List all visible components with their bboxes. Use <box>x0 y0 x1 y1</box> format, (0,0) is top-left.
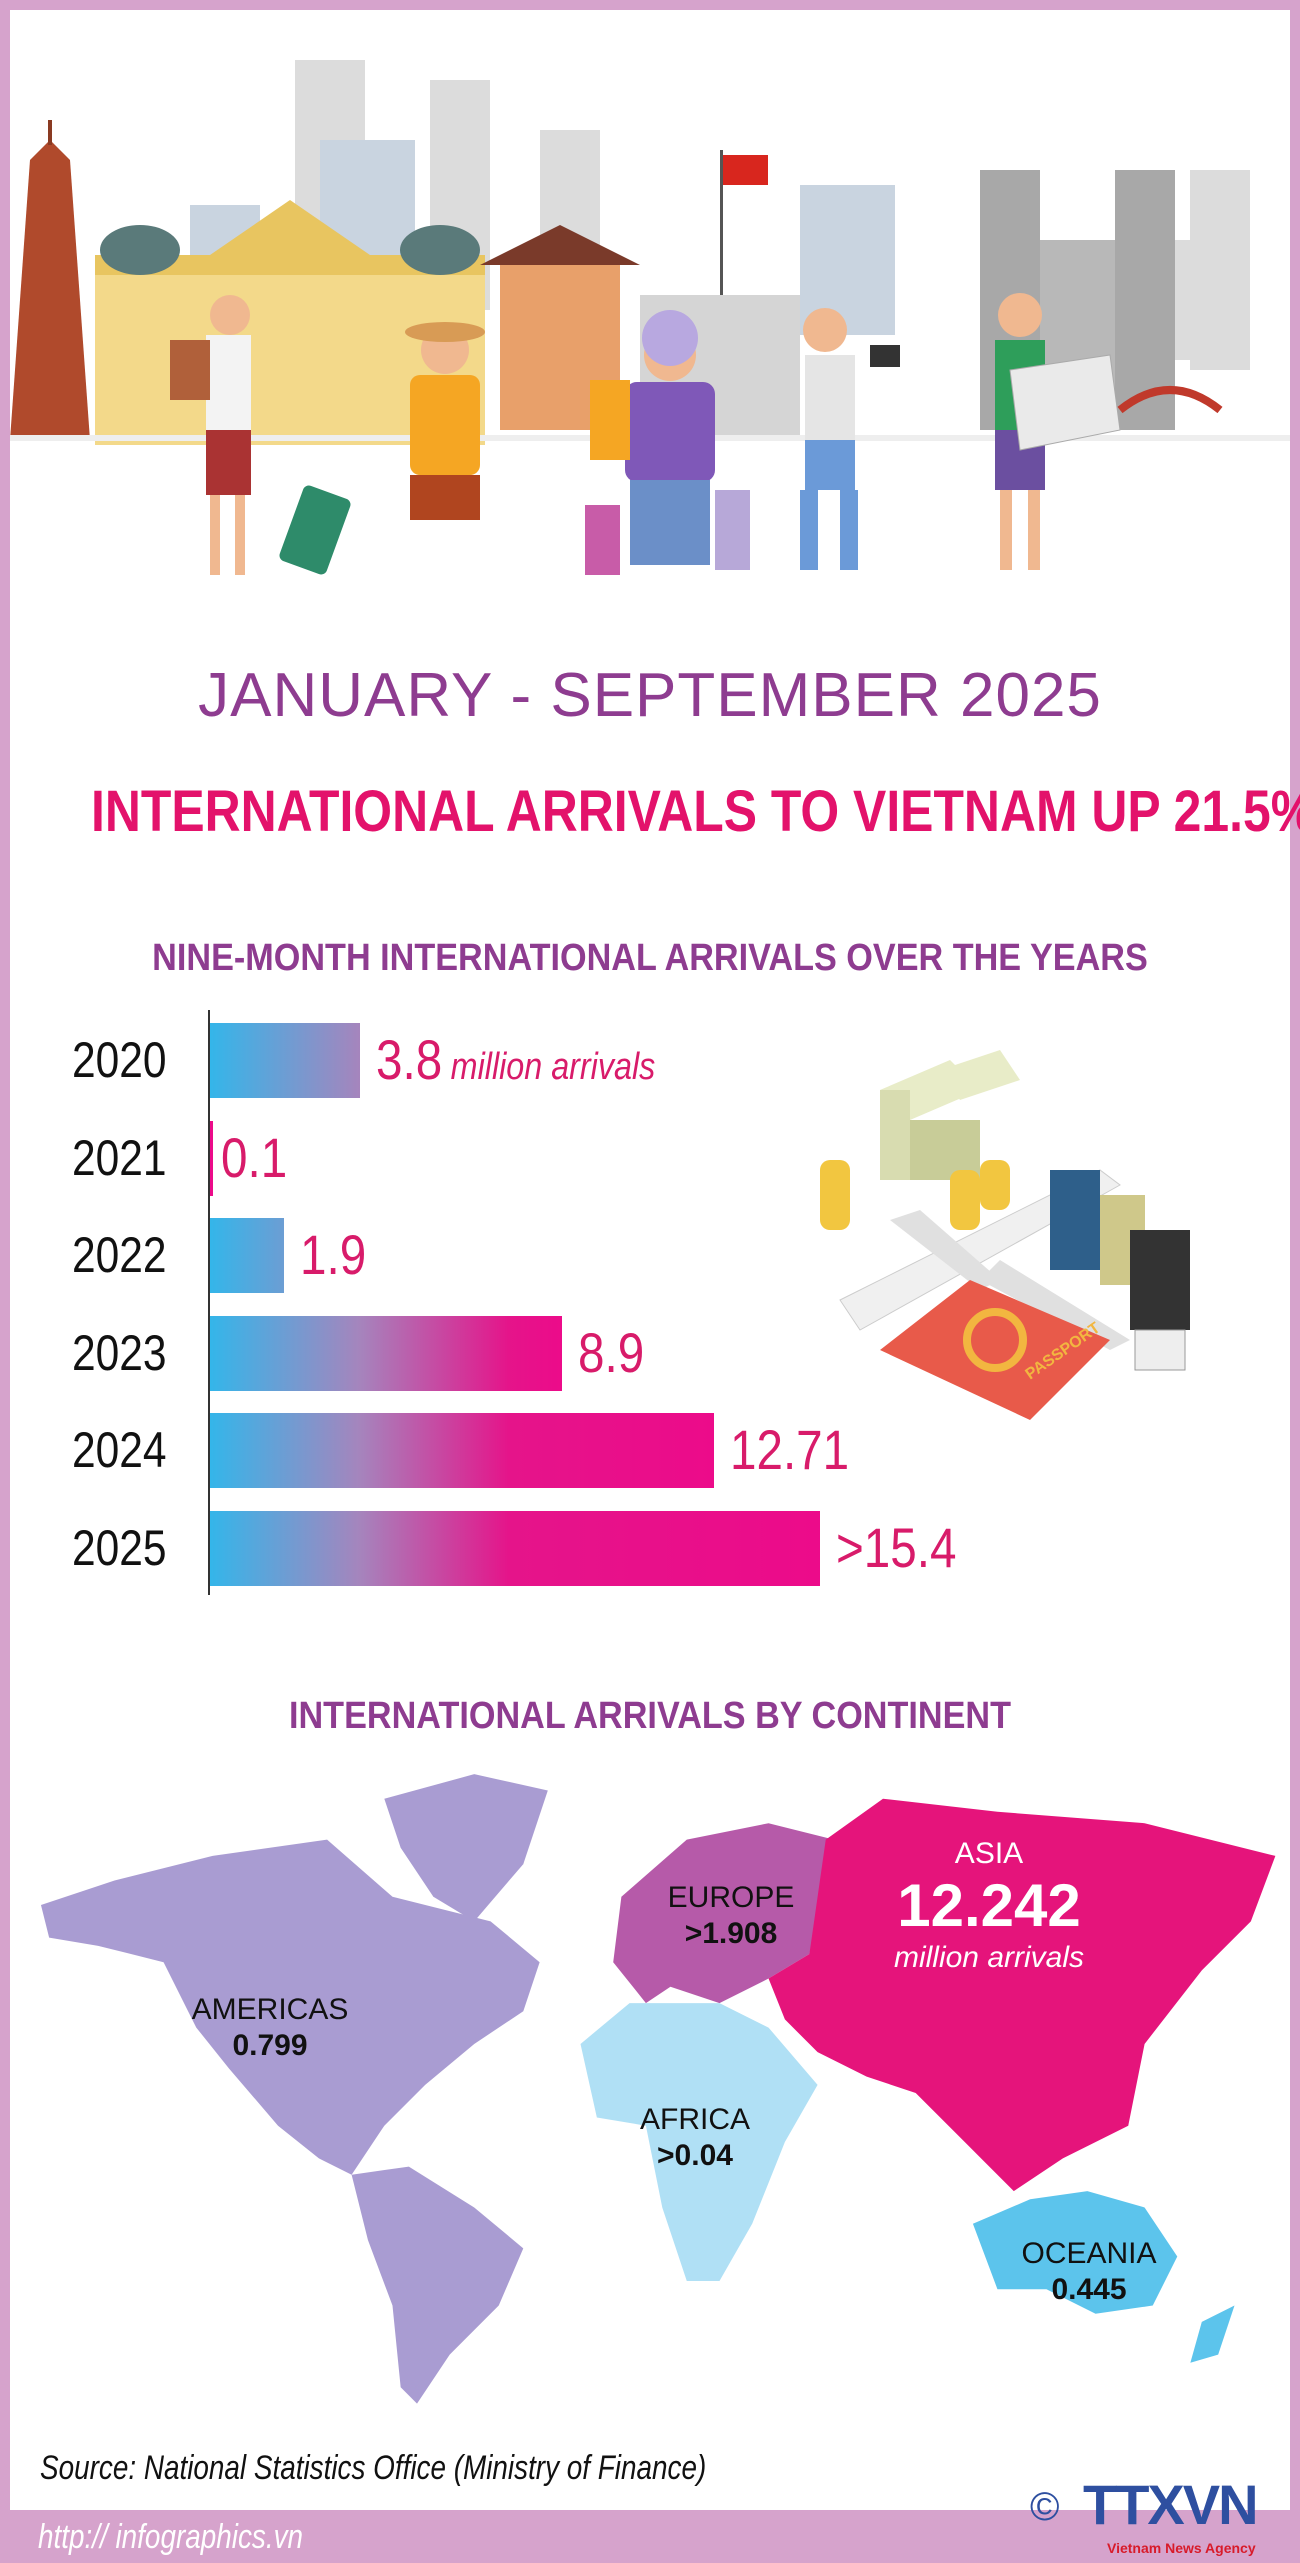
bar-2020 <box>209 1023 360 1098</box>
value-label: 3.8 million arrivals <box>376 1026 655 1101</box>
bar-2024 <box>209 1413 714 1488</box>
url-tab <box>0 2512 340 2563</box>
label-americas: AMERICAS 0.799 <box>191 1993 349 2062</box>
bar-2021 <box>209 1120 213 1196</box>
region-asia <box>768 1798 1276 2192</box>
pagoda-icon <box>10 120 90 440</box>
value-text: >15.4 <box>836 1515 957 1579</box>
world-map <box>40 1774 1276 2404</box>
passport-icon: PASSPORT <box>880 1280 1110 1420</box>
bar-chart-title: NINE-MONTH INTERNATIONAL ARRIVALS OVER T… <box>152 937 1148 979</box>
unit-label: million arrivals <box>450 1046 656 1088</box>
source-note: Source: National Statistics Office (Mini… <box>40 2449 707 2487</box>
headline: INTERNATIONAL ARRIVALS TO VIETNAM UP 21.… <box>91 779 1300 844</box>
region-americas <box>40 1774 548 2404</box>
copyright-icon: © <box>1030 2485 1060 2529</box>
year-label: 2024 <box>72 1422 167 1478</box>
value-label: 1.9 <box>300 1221 366 1289</box>
value-label: >15.4 <box>836 1514 956 1582</box>
region-oceania <box>972 2191 1235 2363</box>
logo-text: TTXVN <box>1083 2473 1259 2536</box>
ttxvn-logo: © TTXVN Vietnam News Agency <box>1025 2476 1285 2560</box>
region-africa <box>580 2003 818 2282</box>
stamp-icon <box>1130 1230 1190 1371</box>
bar-2025 <box>209 1510 821 1586</box>
year-label: 2020 <box>72 1032 167 1088</box>
year-label: 2021 <box>72 1129 167 1186</box>
label-asia: ASIA 12.242 million arrivals <box>893 1837 1085 1974</box>
year-label: 2022 <box>72 1227 167 1283</box>
value-text: 3.8 <box>375 1028 443 1091</box>
chart-axis <box>208 1010 210 1595</box>
hero-illustration <box>10 60 1290 575</box>
value-text: 0.1 <box>220 1125 288 1189</box>
bridge-icon <box>1117 386 1223 414</box>
opera-house-icon <box>95 200 485 445</box>
value-text: 12.71 <box>729 1418 849 1481</box>
value-label: 12.71 <box>730 1416 849 1484</box>
value-text: 1.9 <box>300 1223 367 1286</box>
bar-2023 <box>209 1315 563 1391</box>
travel-items-illustration: PASSPORT <box>820 1050 1190 1420</box>
tourists-icon <box>170 293 1121 575</box>
value-text: 8.9 <box>578 1320 645 1384</box>
value-label: 8.9 <box>578 1319 644 1387</box>
label-europe: EUROPE >1.908 <box>667 1881 795 1950</box>
year-label: 2025 <box>72 1519 167 1576</box>
site-url[interactable]: http:// infographics.vn <box>38 2518 304 2556</box>
region-europe <box>613 1823 834 2004</box>
period-title: JANUARY - SEPTEMBER 2025 <box>198 661 1102 730</box>
coins-icon <box>820 1160 1010 1230</box>
year-label: 2023 <box>72 1324 167 1381</box>
bar-2022 <box>209 1218 285 1293</box>
label-oceania: OCEANIA 0.445 <box>1021 2237 1157 2306</box>
logo-subtext: Vietnam News Agency <box>1107 2540 1256 2556</box>
map-title: INTERNATIONAL ARRIVALS BY CONTINENT <box>288 1695 1011 1737</box>
value-label: 0.1 <box>221 1124 287 1192</box>
label-africa: AFRICA >0.04 <box>639 2103 751 2172</box>
